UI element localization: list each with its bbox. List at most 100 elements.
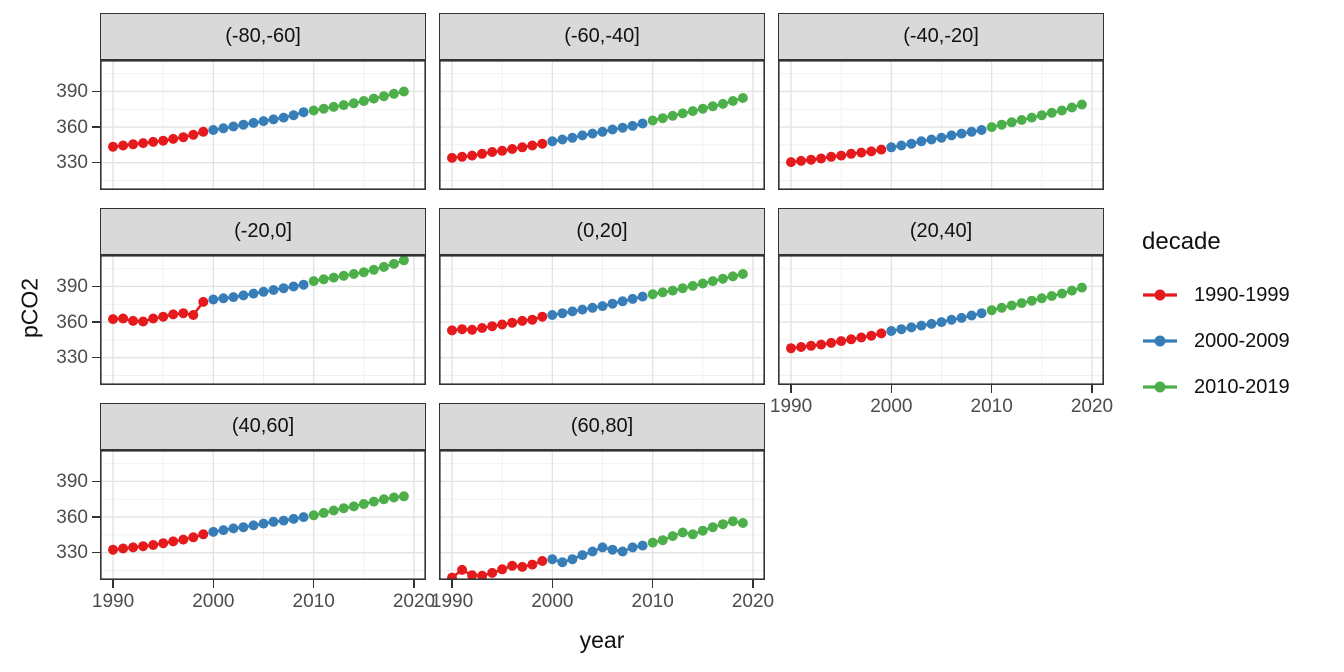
data-point [537, 138, 548, 149]
panel-border [778, 255, 1104, 385]
data-point [388, 258, 399, 269]
data-point [826, 337, 837, 348]
x-axis-title: year [579, 627, 625, 653]
data-point [607, 544, 618, 555]
data-point [637, 291, 648, 302]
data-point [597, 301, 608, 312]
decade-line [652, 96, 744, 122]
data-point [228, 292, 239, 303]
data-point [178, 308, 189, 319]
data-point [1036, 110, 1047, 121]
y-axis-tick [92, 90, 100, 93]
data-point [168, 133, 179, 144]
y-axis-tick-label: 390 [56, 275, 88, 297]
data-point [358, 267, 369, 278]
data-point [627, 542, 638, 553]
panel-border [439, 60, 765, 190]
data-point [188, 129, 199, 140]
data-point [1046, 107, 1057, 118]
data-point [328, 101, 339, 112]
panel-border [100, 255, 426, 385]
data-point [158, 311, 169, 322]
data-point [487, 147, 498, 157]
data-point [637, 540, 648, 551]
data-point [846, 334, 857, 345]
data-point [457, 151, 468, 162]
data-point [507, 560, 518, 571]
data-point [218, 525, 229, 536]
x-axis-tick-label: 2020 [731, 591, 775, 612]
data-point [886, 142, 897, 153]
data-point [607, 124, 618, 135]
data-point [537, 311, 548, 322]
legend-item-label: 2010-2019 [1194, 375, 1290, 398]
data-point [557, 134, 568, 145]
data-point [707, 276, 718, 287]
data-point [1066, 285, 1077, 296]
legend: decade 1990-1999 2000-2009 2010-2019 [1142, 228, 1290, 422]
data-point [677, 108, 688, 119]
data-point [178, 534, 189, 545]
x-axis-tick-label: 2000 [870, 396, 913, 417]
data-point [148, 313, 159, 324]
data-point [348, 501, 359, 512]
x-axis-tick [990, 385, 993, 393]
facet-panel [778, 60, 1104, 190]
facet-strip: (-40,-20] [778, 13, 1104, 60]
data-point [477, 570, 488, 580]
x-axis-tick-label: 1990 [430, 591, 474, 612]
data-point [378, 91, 389, 102]
data-point [168, 309, 179, 320]
data-point [876, 328, 887, 339]
data-point [876, 144, 887, 155]
data-point [238, 290, 249, 301]
data-point [288, 513, 299, 524]
legend-key-glyph [1142, 376, 1178, 398]
data-point [398, 255, 409, 266]
data-point [1006, 117, 1017, 128]
data-point [527, 559, 538, 570]
y-axis-tick [92, 516, 100, 518]
x-axis-tick-label: 2020 [1070, 396, 1114, 417]
data-point [138, 316, 149, 327]
x-axis-tick-label: 2010 [631, 591, 674, 612]
data-point [637, 118, 648, 129]
data-point [358, 96, 369, 106]
data-point [1046, 291, 1057, 301]
facet-strip: (-20,0] [100, 208, 426, 255]
data-point [577, 130, 588, 141]
data-point [278, 112, 289, 123]
data-point [517, 142, 528, 153]
data-point [667, 110, 678, 121]
facet-strip: (-80,-60] [100, 13, 426, 60]
data-point [647, 537, 658, 548]
x-axis-tick [1091, 385, 1093, 393]
data-point [238, 522, 249, 533]
data-point [717, 519, 728, 530]
data-point [208, 125, 219, 135]
data-point [128, 315, 139, 326]
data-point [956, 312, 967, 323]
x-axis-tick [451, 580, 453, 588]
data-point [477, 323, 488, 333]
x-axis-tick-label: 2010 [292, 591, 335, 612]
data-point [278, 515, 289, 526]
y-axis-tick-label: 390 [56, 470, 88, 492]
x-axis-tick [890, 385, 893, 393]
data-point [278, 283, 289, 294]
data-point [487, 567, 498, 578]
data-point [737, 93, 748, 103]
x-axis-tick-label: 1990 [91, 591, 135, 612]
decade-line [313, 259, 405, 283]
data-point [786, 343, 796, 354]
data-point [806, 154, 817, 165]
x-axis-tick-label: 1990 [769, 396, 813, 417]
data-point [577, 304, 588, 315]
data-point [727, 96, 738, 106]
data-point [398, 491, 409, 502]
data-point [617, 546, 628, 557]
data-point [667, 285, 678, 296]
decade-line [552, 295, 643, 317]
decade-line [112, 130, 204, 148]
data-point [677, 283, 688, 294]
